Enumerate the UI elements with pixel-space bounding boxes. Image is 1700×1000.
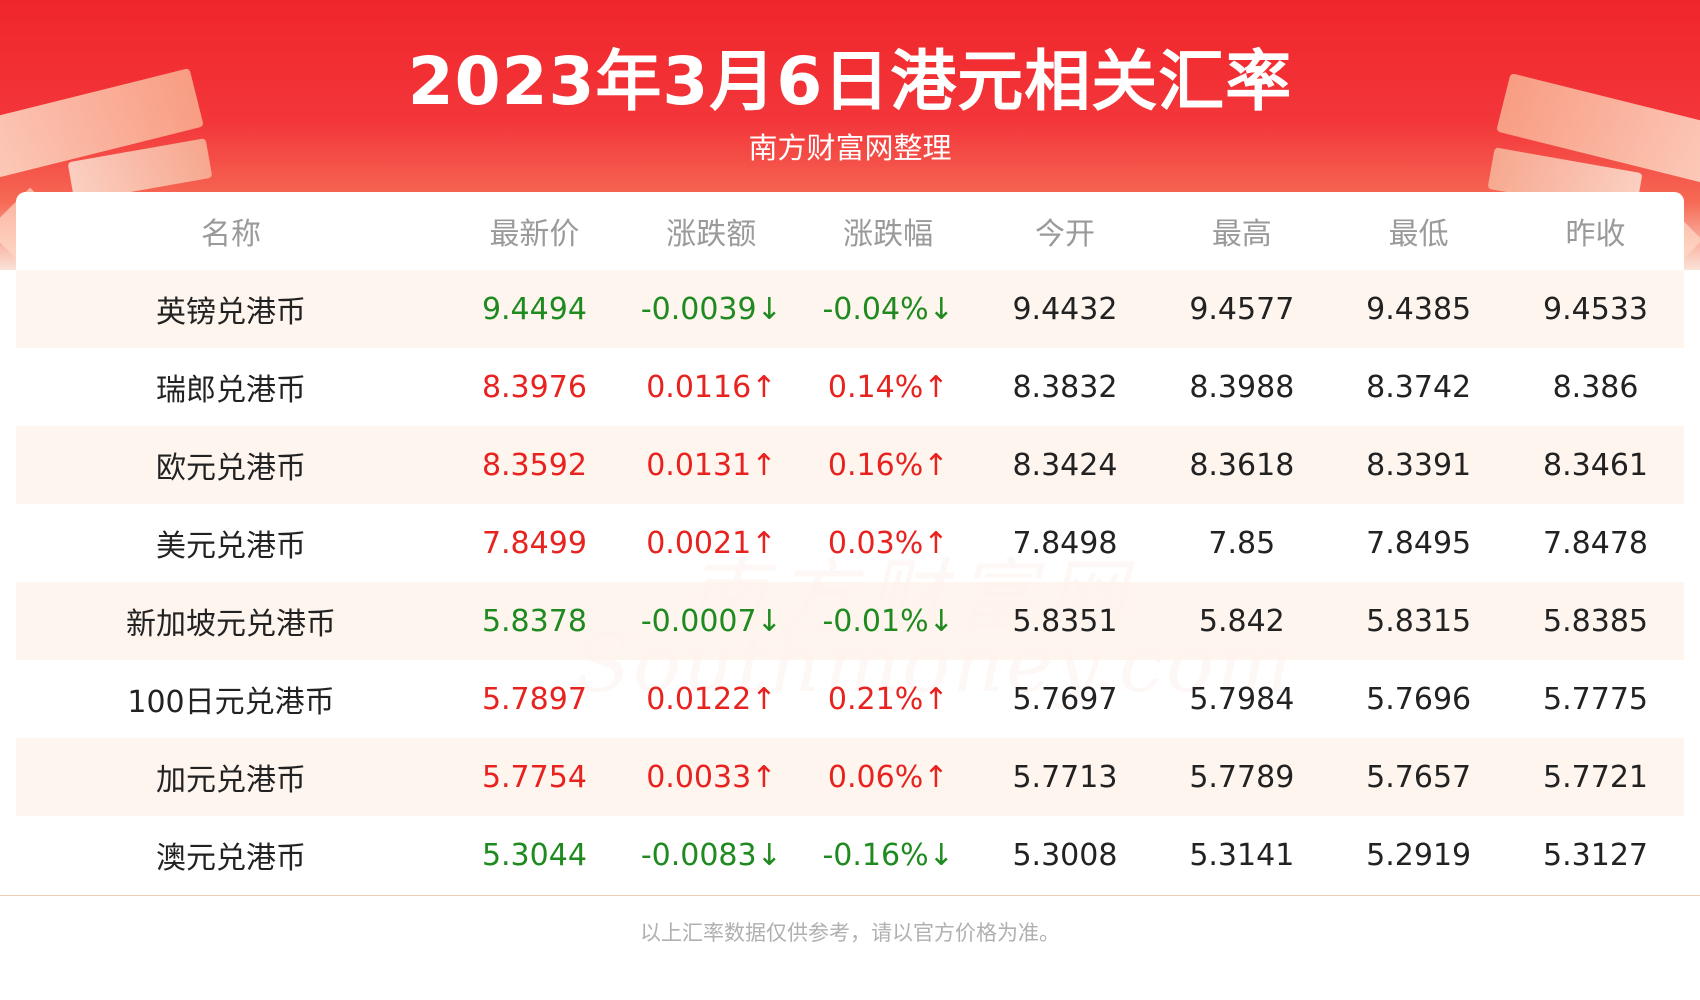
rates-table: 名称 最新价 涨跌额 涨跌幅 今开 最高 最低 昨收 英镑兑港币 9.4494 … xyxy=(16,192,1684,894)
table-row: 英镑兑港币 9.4494 -0.0039↓ -0.04%↓ 9.4432 9.4… xyxy=(16,270,1684,348)
cell-low: 5.8315 xyxy=(1330,582,1508,660)
cell-open: 7.8498 xyxy=(976,504,1154,582)
cell-name: 新加坡元兑港币 xyxy=(16,582,447,660)
cell-change-pct: 0.14%↑ xyxy=(799,348,977,426)
cell-name: 100日元兑港币 xyxy=(16,660,447,738)
footer-divider xyxy=(0,895,1700,896)
cell-open: 9.4432 xyxy=(976,270,1154,348)
cell-prev-close: 9.4533 xyxy=(1507,270,1684,348)
cell-change: 0.0116↑ xyxy=(622,348,800,426)
cell-change: -0.0083↓ xyxy=(622,816,800,894)
table-row: 100日元兑港币 5.7897 0.0122↑ 0.21%↑ 5.7697 5.… xyxy=(16,660,1684,738)
column-header-latest: 最新价 xyxy=(446,192,623,270)
cell-change-pct: -0.01%↓ xyxy=(799,582,977,660)
cell-open: 8.3424 xyxy=(976,426,1154,504)
cell-low: 9.4385 xyxy=(1330,270,1508,348)
cell-change-pct: 0.03%↑ xyxy=(799,504,977,582)
cell-change: -0.0039↓ xyxy=(622,270,800,348)
cell-change: 0.0122↑ xyxy=(622,660,800,738)
cell-latest: 7.8499 xyxy=(446,504,623,582)
table-row: 加元兑港币 5.7754 0.0033↑ 0.06%↑ 5.7713 5.778… xyxy=(16,738,1684,816)
rates-card: 南方财富网 Southmoney.com 名称 最新价 涨跌额 涨跌幅 今开 最… xyxy=(16,192,1684,895)
cell-low: 7.8495 xyxy=(1330,504,1508,582)
cell-low: 8.3391 xyxy=(1330,426,1508,504)
cell-open: 5.3008 xyxy=(976,816,1154,894)
cell-change: 0.0131↑ xyxy=(622,426,800,504)
cell-change-pct: -0.04%↓ xyxy=(799,270,977,348)
table-row: 欧元兑港币 8.3592 0.0131↑ 0.16%↑ 8.3424 8.361… xyxy=(16,426,1684,504)
cell-low: 8.3742 xyxy=(1330,348,1508,426)
cell-high: 9.4577 xyxy=(1153,270,1331,348)
cell-latest: 5.7754 xyxy=(446,738,623,816)
cell-name: 澳元兑港币 xyxy=(16,816,447,894)
cell-high: 5.3141 xyxy=(1153,816,1331,894)
cell-low: 5.2919 xyxy=(1330,816,1508,894)
cell-latest: 8.3592 xyxy=(446,426,623,504)
column-header-change: 涨跌额 xyxy=(622,192,800,270)
cell-change-pct: 0.16%↑ xyxy=(799,426,977,504)
cell-high: 8.3988 xyxy=(1153,348,1331,426)
cell-open: 5.8351 xyxy=(976,582,1154,660)
cell-prev-close: 7.8478 xyxy=(1507,504,1684,582)
cell-change-pct: 0.06%↑ xyxy=(799,738,977,816)
cell-low: 5.7696 xyxy=(1330,660,1508,738)
cell-latest: 8.3976 xyxy=(446,348,623,426)
cell-name: 英镑兑港币 xyxy=(16,270,447,348)
cell-change: 0.0021↑ xyxy=(622,504,800,582)
column-header-low: 最低 xyxy=(1330,192,1508,270)
page-title: 2023年3月6日港元相关汇率 xyxy=(407,43,1293,120)
table-header-row: 名称 最新价 涨跌额 涨跌幅 今开 最高 最低 昨收 xyxy=(16,192,1684,270)
cell-open: 8.3832 xyxy=(976,348,1154,426)
cell-prev-close: 5.7775 xyxy=(1507,660,1684,738)
column-header-name: 名称 xyxy=(16,192,447,270)
column-header-prev-close: 昨收 xyxy=(1507,192,1684,270)
page-subtitle: 南方财富网整理 xyxy=(748,131,952,165)
cell-change: 0.0033↑ xyxy=(622,738,800,816)
cell-prev-close: 8.3461 xyxy=(1507,426,1684,504)
cell-prev-close: 5.7721 xyxy=(1507,738,1684,816)
table-row: 美元兑港币 7.8499 0.0021↑ 0.03%↑ 7.8498 7.85 … xyxy=(16,504,1684,582)
cell-open: 5.7713 xyxy=(976,738,1154,816)
cell-name: 加元兑港币 xyxy=(16,738,447,816)
cell-prev-close: 8.386 xyxy=(1507,348,1684,426)
column-header-change-pct: 涨跌幅 xyxy=(799,192,977,270)
cell-open: 5.7697 xyxy=(976,660,1154,738)
cell-high: 5.842 xyxy=(1153,582,1331,660)
cell-latest: 9.4494 xyxy=(446,270,623,348)
cell-change-pct: -0.16%↓ xyxy=(799,816,977,894)
cell-high: 7.85 xyxy=(1153,504,1331,582)
table-row: 澳元兑港币 5.3044 -0.0083↓ -0.16%↓ 5.3008 5.3… xyxy=(16,816,1684,894)
column-header-open: 今开 xyxy=(976,192,1154,270)
column-header-high: 最高 xyxy=(1153,192,1331,270)
cell-high: 8.3618 xyxy=(1153,426,1331,504)
cell-change: -0.0007↓ xyxy=(622,582,800,660)
cell-name: 欧元兑港币 xyxy=(16,426,447,504)
cell-name: 瑞郎兑港币 xyxy=(16,348,447,426)
cell-latest: 5.7897 xyxy=(446,660,623,738)
cell-high: 5.7789 xyxy=(1153,738,1331,816)
cell-low: 5.7657 xyxy=(1330,738,1508,816)
cell-prev-close: 5.3127 xyxy=(1507,816,1684,894)
cell-latest: 5.3044 xyxy=(446,816,623,894)
cell-change-pct: 0.21%↑ xyxy=(799,660,977,738)
cell-name: 美元兑港币 xyxy=(16,504,447,582)
table-row: 瑞郎兑港币 8.3976 0.0116↑ 0.14%↑ 8.3832 8.398… xyxy=(16,348,1684,426)
cell-high: 5.7984 xyxy=(1153,660,1331,738)
cell-latest: 5.8378 xyxy=(446,582,623,660)
table-row: 新加坡元兑港币 5.8378 -0.0007↓ -0.01%↓ 5.8351 5… xyxy=(16,582,1684,660)
cell-prev-close: 5.8385 xyxy=(1507,582,1684,660)
disclaimer-note: 以上汇率数据仅供参考，请以官方价格为准。 xyxy=(640,921,1060,945)
